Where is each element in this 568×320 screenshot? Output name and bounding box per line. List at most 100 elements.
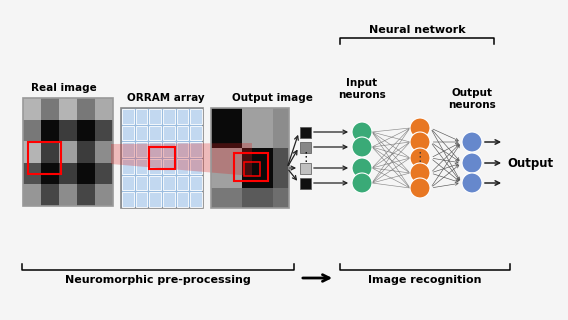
Bar	[59, 163, 77, 184]
Text: ⋮: ⋮	[414, 151, 426, 164]
Bar	[23, 141, 41, 163]
Bar	[59, 98, 77, 120]
Bar	[41, 184, 59, 206]
Bar	[23, 163, 41, 184]
Bar	[149, 176, 161, 190]
Bar	[136, 126, 147, 140]
Bar	[300, 141, 311, 153]
Bar	[163, 126, 175, 140]
Bar	[122, 126, 133, 140]
Bar	[227, 148, 242, 168]
Bar	[77, 98, 95, 120]
Text: Neural network: Neural network	[369, 25, 465, 35]
Bar	[77, 120, 95, 141]
Bar	[242, 128, 258, 148]
Bar	[163, 109, 175, 124]
Bar	[273, 108, 289, 128]
Bar	[28, 142, 61, 174]
Bar	[77, 163, 95, 184]
Bar	[177, 109, 189, 124]
Bar	[234, 153, 268, 181]
Bar	[59, 141, 77, 163]
Circle shape	[410, 148, 430, 168]
Bar	[211, 148, 227, 168]
Bar	[59, 184, 77, 206]
Bar	[95, 98, 113, 120]
Bar	[258, 108, 273, 128]
Bar	[227, 168, 242, 188]
Bar	[227, 128, 242, 148]
Text: ORRAM array: ORRAM array	[127, 93, 205, 103]
Text: Image recognition: Image recognition	[368, 275, 482, 285]
Bar	[177, 142, 189, 157]
Bar	[41, 98, 59, 120]
Bar	[23, 184, 41, 206]
Bar	[258, 128, 273, 148]
Bar	[136, 192, 147, 207]
Bar	[177, 176, 189, 190]
Text: Input
neurons: Input neurons	[338, 78, 386, 100]
Bar	[242, 188, 258, 208]
Bar	[177, 159, 189, 174]
Bar	[300, 178, 311, 188]
Bar	[177, 192, 189, 207]
Bar	[242, 148, 258, 168]
Bar	[122, 176, 133, 190]
Bar	[211, 108, 289, 208]
Bar	[41, 163, 59, 184]
Bar	[163, 176, 175, 190]
Bar	[211, 188, 227, 208]
Bar	[258, 168, 273, 188]
Text: Real image: Real image	[31, 83, 97, 93]
Bar	[136, 142, 147, 157]
Bar	[77, 184, 95, 206]
Bar	[95, 120, 113, 141]
Circle shape	[410, 132, 430, 152]
Bar	[95, 163, 113, 184]
Circle shape	[462, 132, 482, 152]
Bar	[149, 126, 161, 140]
Text: Neuromorphic pre-processing: Neuromorphic pre-processing	[65, 275, 251, 285]
Bar	[242, 108, 258, 128]
Bar	[190, 109, 202, 124]
Bar	[258, 148, 273, 168]
Text: ⋮: ⋮	[299, 151, 312, 164]
Bar	[227, 108, 242, 128]
Bar	[163, 159, 175, 174]
Bar	[95, 141, 113, 163]
Bar	[163, 192, 175, 207]
Bar	[136, 109, 147, 124]
Bar	[95, 184, 113, 206]
Circle shape	[352, 137, 372, 157]
Bar	[190, 142, 202, 157]
Bar	[211, 168, 227, 188]
Bar	[149, 159, 161, 174]
Bar	[23, 98, 113, 206]
Bar	[244, 162, 260, 176]
Circle shape	[352, 173, 372, 193]
Circle shape	[410, 118, 430, 138]
Bar	[190, 176, 202, 190]
Bar	[122, 109, 133, 124]
Bar	[23, 120, 41, 141]
Bar	[41, 120, 59, 141]
Text: Output: Output	[507, 156, 553, 170]
Bar	[273, 168, 289, 188]
Bar	[242, 168, 258, 188]
Bar	[273, 148, 289, 168]
Bar	[211, 108, 289, 208]
Bar	[149, 192, 161, 207]
Bar	[23, 98, 113, 206]
Circle shape	[352, 158, 372, 178]
Polygon shape	[111, 143, 252, 176]
Text: Output image: Output image	[232, 93, 312, 103]
Bar	[41, 141, 59, 163]
Bar	[122, 159, 133, 174]
Bar	[258, 188, 273, 208]
Bar	[23, 98, 41, 120]
Bar	[149, 109, 161, 124]
Bar	[77, 141, 95, 163]
Bar	[190, 159, 202, 174]
Bar	[211, 128, 227, 148]
Bar	[149, 147, 175, 169]
